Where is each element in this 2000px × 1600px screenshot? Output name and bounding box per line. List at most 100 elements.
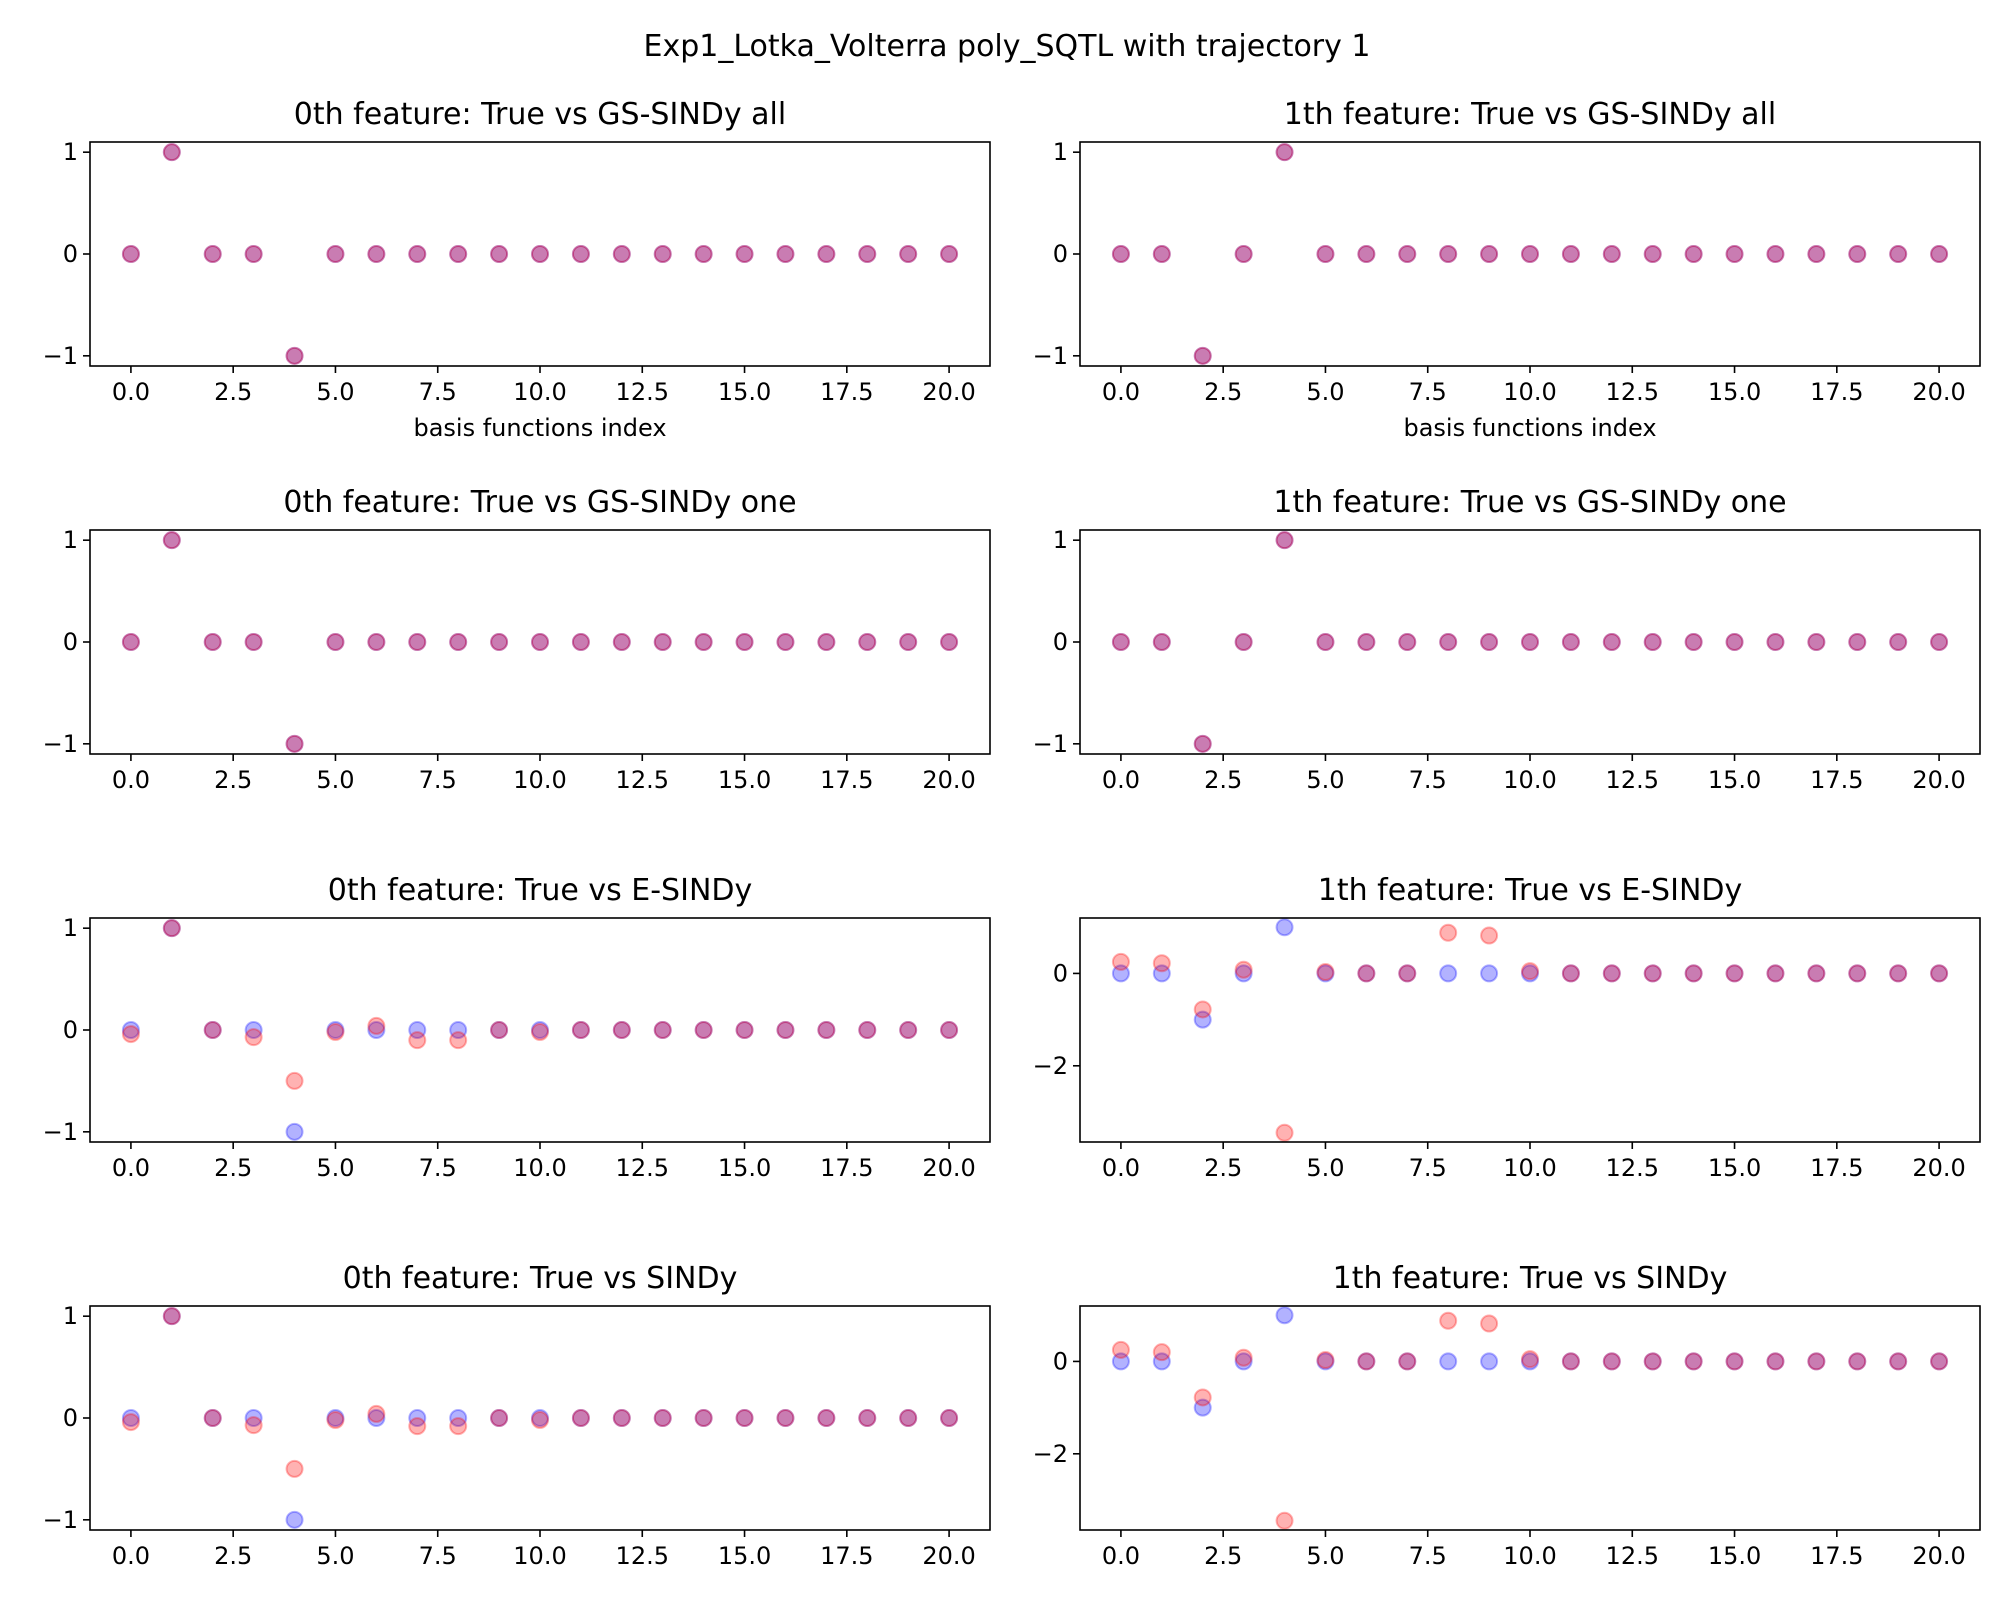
estimated-point xyxy=(205,1410,221,1426)
estimated-point xyxy=(655,1410,671,1426)
estimated-point xyxy=(246,246,262,262)
x-tick-label: 15.0 xyxy=(1708,1154,1761,1182)
estimated-point xyxy=(532,1024,548,1040)
estimated-point xyxy=(1808,246,1824,262)
estimated-point xyxy=(1931,1353,1947,1369)
estimated-point xyxy=(1686,965,1702,981)
estimated-point xyxy=(1849,1353,1865,1369)
estimated-point xyxy=(614,1410,630,1426)
estimated-point xyxy=(1277,1125,1293,1141)
estimated-point xyxy=(859,1410,875,1426)
estimated-point xyxy=(327,634,343,650)
subplot-1: 0th feature: True vs GS-SINDy all0.0 2.5 5… xyxy=(43,97,990,442)
estimated-point xyxy=(941,634,957,650)
estimated-point xyxy=(368,634,384,650)
estimated-point xyxy=(1399,634,1415,650)
estimated-point xyxy=(1195,1389,1211,1405)
x-tick-label: 10.0 xyxy=(513,1154,566,1182)
x-tick-label: 0.0 xyxy=(112,1154,150,1182)
x-tick-label: 20.0 xyxy=(922,766,975,794)
estimated-point xyxy=(1931,965,1947,981)
x-tick-label: 15.0 xyxy=(718,378,771,406)
x-tick-label: 10.0 xyxy=(1503,1154,1556,1182)
estimated-point xyxy=(491,1410,507,1426)
estimated-point xyxy=(1154,1344,1170,1360)
estimated-point xyxy=(205,1022,221,1038)
x-tick-label: 5.0 xyxy=(1306,1154,1344,1182)
x-tick-label: 5.0 xyxy=(1306,766,1344,794)
estimated-point xyxy=(1563,634,1579,650)
axes-frame xyxy=(1080,918,1980,1142)
y-tick-label: −1 xyxy=(1033,730,1068,758)
estimated-point xyxy=(1645,246,1661,262)
subplot-title: 1th feature: True vs SINDy xyxy=(1333,1261,1728,1296)
x-tick-label: 5.0 xyxy=(1306,1542,1344,1570)
x-tick-label: 7.5 xyxy=(1409,1154,1447,1182)
x-tick-label: 7.5 xyxy=(1409,766,1447,794)
estimated-point xyxy=(1849,965,1865,981)
estimated-point xyxy=(327,1024,343,1040)
x-tick-label: 0.0 xyxy=(1102,1154,1140,1182)
estimated-point xyxy=(1727,634,1743,650)
subplot-grid: 0th feature: True vs GS-SINDy all0.0 2.5 5… xyxy=(43,97,1980,1570)
estimated-point xyxy=(859,1022,875,1038)
estimated-point xyxy=(1277,1513,1293,1529)
subplot-title: 0th feature: True vs E-SINDy xyxy=(328,873,753,908)
estimated-point xyxy=(859,246,875,262)
x-tick-label: 15.0 xyxy=(1708,766,1761,794)
estimated-point xyxy=(737,246,753,262)
estimated-point xyxy=(1522,634,1538,650)
subplot-title: 0th feature: True vs SINDy xyxy=(343,1261,738,1296)
x-tick-label: 7.5 xyxy=(1409,1542,1447,1570)
x-tick-label: 5.0 xyxy=(1306,378,1344,406)
estimated-point xyxy=(450,1032,466,1048)
estimated-point xyxy=(532,1412,548,1428)
estimated-point xyxy=(614,634,630,650)
estimated-point xyxy=(1317,964,1333,980)
estimated-point xyxy=(491,246,507,262)
estimated-point xyxy=(491,634,507,650)
estimated-point xyxy=(859,634,875,650)
y-tick-label: −1 xyxy=(1033,342,1068,370)
x-tick-label: 0.0 xyxy=(112,766,150,794)
x-tick-label: 17.5 xyxy=(1810,1542,1863,1570)
estimated-point xyxy=(327,1412,343,1428)
x-tick-label: 0.0 xyxy=(1102,766,1140,794)
x-tick-label: 7.5 xyxy=(1409,378,1447,406)
estimated-point xyxy=(1358,965,1374,981)
estimated-point xyxy=(1727,965,1743,981)
x-tick-label: 17.5 xyxy=(820,766,873,794)
estimated-point xyxy=(655,246,671,262)
estimated-point xyxy=(1727,1353,1743,1369)
x-tick-label: 7.5 xyxy=(419,1154,457,1182)
estimated-point xyxy=(900,1410,916,1426)
y-tick-label: 0 xyxy=(1053,959,1068,987)
x-tick-label: 17.5 xyxy=(1810,766,1863,794)
estimated-point xyxy=(1399,246,1415,262)
estimated-point xyxy=(941,1410,957,1426)
subplot-8: 1th feature: True vs SINDy0.0 2.5 5.0 7.5 10… xyxy=(1033,1261,1980,1570)
estimated-point xyxy=(1849,634,1865,650)
estimated-point xyxy=(1931,246,1947,262)
estimated-point xyxy=(818,634,834,650)
estimated-point xyxy=(696,1410,712,1426)
estimated-point xyxy=(287,736,303,752)
estimated-point xyxy=(1686,634,1702,650)
true-point xyxy=(1277,919,1293,935)
estimated-point xyxy=(1808,965,1824,981)
x-tick-label: 12.5 xyxy=(1606,378,1659,406)
estimated-point xyxy=(409,1418,425,1434)
x-tick-label: 7.5 xyxy=(419,378,457,406)
estimated-point xyxy=(1195,348,1211,364)
true-point xyxy=(1277,1307,1293,1323)
y-tick-label: 1 xyxy=(63,526,78,554)
estimated-point xyxy=(573,1022,589,1038)
estimated-point xyxy=(1481,634,1497,650)
estimated-point xyxy=(655,1022,671,1038)
estimated-point xyxy=(1645,1353,1661,1369)
y-tick-label: 1 xyxy=(1053,526,1068,554)
estimated-point xyxy=(655,634,671,650)
estimated-point xyxy=(450,246,466,262)
estimated-point xyxy=(1563,1353,1579,1369)
